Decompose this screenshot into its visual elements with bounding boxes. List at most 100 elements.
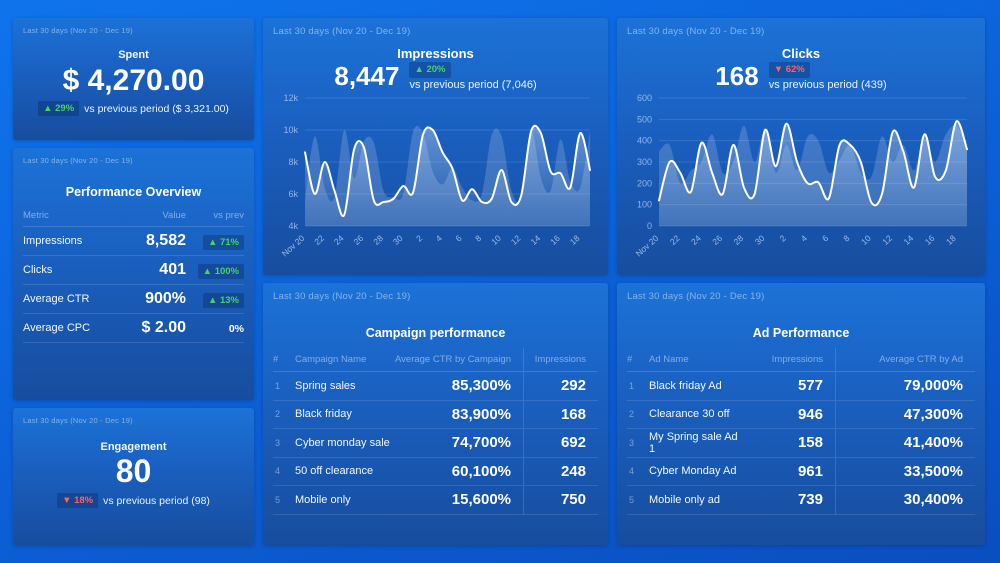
metric-value: 900%	[145, 290, 186, 307]
svg-text:18: 18	[944, 233, 958, 247]
date-range-label: Last 30 days (Nov 20 - Dec 19)	[273, 291, 411, 302]
compare-text: vs previous period (7,046)	[409, 78, 537, 91]
delta-badge: ▲ 100%	[197, 263, 244, 280]
row-value-1: 961	[797, 462, 823, 480]
row-value-1: 739	[797, 491, 823, 509]
row-index: 5	[629, 494, 635, 505]
current-period-line	[658, 120, 968, 207]
svg-text:30: 30	[391, 233, 405, 247]
delta-badge: ▲ 20%	[409, 62, 451, 78]
table-row: Average CPC $ 2.00 0%	[23, 314, 244, 343]
spent-compare-row: ▲ 29% vs previous period ($ 3,321.00)	[38, 101, 229, 117]
row-name: My Spring sale Ad 1	[649, 430, 738, 455]
row-index: 1	[629, 380, 635, 391]
row-value-1: 15,600%	[451, 491, 511, 509]
svg-text:8: 8	[841, 233, 851, 244]
row-index: 2	[629, 409, 635, 420]
overview-table-body: Impressions 8,582 ▲ 71% Clicks 401 ▲ 100% Aver…	[23, 227, 244, 343]
column-header-impressions: Impressions	[771, 354, 823, 365]
column-header-ctr: Average CTR by Campaign	[395, 354, 511, 365]
svg-text:10: 10	[489, 233, 503, 247]
column-header-value: Value	[162, 210, 186, 221]
engagement-label: Engagement	[100, 441, 167, 453]
date-range-label: Last 30 days (Nov 20 - Dec 19)	[273, 26, 411, 37]
campaign-performance-card: Last 30 days (Nov 20 - Dec 19) Campaign …	[263, 283, 608, 545]
campaign-table-header: # Campaign Name Average CTR by Campaign …	[273, 348, 598, 372]
engagement-value: 80	[115, 453, 152, 489]
svg-text:14: 14	[528, 233, 542, 247]
ad-table: # Ad Name Impressions Average CTR by Ad …	[627, 348, 975, 515]
row-value-2: 248	[523, 457, 598, 485]
metric-name: Clicks	[23, 264, 53, 276]
row-name: Clearance 30 off	[649, 408, 730, 421]
row-value-1: 60,100%	[451, 462, 511, 480]
svg-text:18: 18	[568, 233, 582, 247]
impressions-compare-block: ▲ 20% vs previous period (7,046)	[409, 62, 537, 91]
svg-text:4: 4	[434, 233, 444, 244]
row-name: Cyber monday sale	[295, 436, 390, 449]
date-range-label: Last 30 days (Nov 20 - Dec 19)	[23, 156, 133, 165]
delta-badge: ▲ 71%	[202, 234, 244, 251]
table-row: 5 Mobile only ad 739 30,400%	[627, 486, 975, 515]
column-header-name: Campaign Name	[295, 354, 367, 365]
impressions-chart-card: Last 30 days (Nov 20 - Dec 19) Impressio…	[263, 18, 608, 275]
row-name: Black friday	[295, 408, 352, 421]
delta-badge: 0%	[228, 323, 244, 335]
svg-text:24: 24	[332, 233, 346, 247]
svg-text:22: 22	[312, 233, 326, 247]
spent-value: $ 4,270.00	[62, 64, 205, 97]
clicks-kpi: 168 ▼ 62% vs previous period (439)	[627, 61, 975, 92]
row-value-1: 85,300%	[451, 377, 511, 395]
table-row: Average CTR 900% ▲ 13%	[23, 285, 244, 314]
row-value-2: 79,000%	[835, 372, 975, 400]
svg-text:Nov 20: Nov 20	[634, 233, 661, 259]
row-value-2: 33,500%	[835, 457, 975, 485]
engagement-compare-row: ▼ 18% vs previous period (98)	[57, 493, 210, 509]
impressions-chart-title: Impressions	[397, 46, 474, 61]
delta-badge: ▼ 18%	[57, 493, 99, 509]
row-value-2: 30,400%	[835, 486, 975, 514]
metric-name: Average CPC	[23, 322, 91, 334]
row-name: Mobile only	[295, 493, 351, 506]
current-period-line	[304, 124, 591, 218]
clicks-value: 168	[715, 61, 759, 91]
svg-text:2: 2	[778, 233, 788, 244]
row-name: Mobile only ad	[649, 493, 720, 506]
campaign-table-body: 1 Spring sales 85,300% 292 2 Black friday 83,9…	[273, 372, 598, 515]
svg-text:600: 600	[637, 93, 652, 103]
svg-text:26: 26	[710, 233, 724, 247]
svg-text:6k: 6k	[288, 189, 298, 199]
spent-label: Spent	[118, 49, 149, 61]
middle-column: Last 30 days (Nov 20 - Dec 19) Impressio…	[263, 18, 608, 545]
row-value-2: 292	[523, 372, 598, 400]
row-value-2: 41,400%	[835, 429, 975, 457]
delta-badge: ▼ 62%	[768, 62, 810, 78]
clicks-compare-block: ▼ 62% vs previous period (439)	[768, 62, 887, 91]
svg-text:22: 22	[668, 233, 682, 247]
metric-delta-cell: 0%	[186, 319, 244, 337]
table-row: 4 50 off clearance 60,100% 248	[273, 457, 598, 486]
delta-badge: ▲ 13%	[202, 292, 244, 309]
svg-text:12k: 12k	[283, 93, 298, 103]
column-header-impressions: Impressions	[523, 348, 598, 371]
ad-table-body: 1 Black friday Ad 577 79,000% 2 Clearance 30 …	[627, 372, 975, 515]
svg-text:26: 26	[352, 233, 366, 247]
column-header-ctr: Average CTR by Ad	[835, 348, 975, 371]
spent-card: Last 30 days (Nov 20 - Dec 19) Spent $ 4…	[13, 18, 254, 140]
table-row: Impressions 8,582 ▲ 71%	[23, 227, 244, 256]
table-row: Clicks 401 ▲ 100%	[23, 256, 244, 285]
row-index: 3	[275, 437, 281, 448]
svg-text:500: 500	[637, 115, 652, 125]
row-index: 4	[275, 466, 281, 477]
svg-text:100: 100	[637, 200, 652, 210]
svg-text:0: 0	[647, 221, 652, 231]
svg-text:8: 8	[473, 233, 483, 244]
row-name: Spring sales	[295, 379, 356, 392]
ad-performance-card: Last 30 days (Nov 20 - Dec 19) Ad Perfor…	[617, 283, 985, 545]
date-range-label: Last 30 days (Nov 20 - Dec 19)	[23, 26, 133, 35]
row-value-2: 692	[523, 429, 598, 457]
svg-text:28: 28	[732, 233, 746, 247]
